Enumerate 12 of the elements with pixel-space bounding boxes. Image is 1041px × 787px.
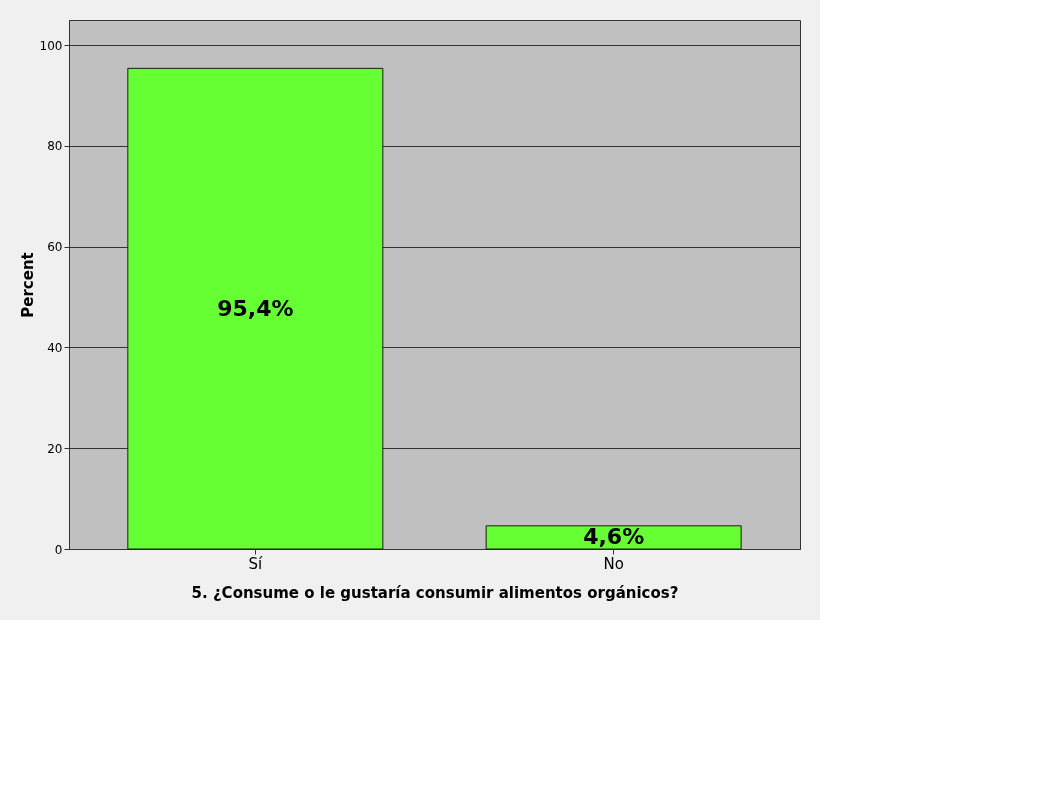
data-label: 4,6%: [583, 524, 645, 550]
y-tick-label: 20: [47, 441, 63, 456]
y-tick-label: 0: [54, 542, 63, 557]
data-label: 95,4%: [217, 295, 294, 321]
y-tick-label: 80: [47, 139, 63, 154]
y-tick-label: 60: [47, 240, 63, 255]
x-tick-label: No: [603, 554, 624, 573]
y-axis-title: Percent: [18, 252, 37, 318]
x-tick-label: Sí: [248, 554, 263, 573]
y-tick-label: 100: [39, 38, 63, 53]
y-tick-label: 40: [47, 340, 63, 355]
x-axis-title: 5. ¿Consume o le gustaría consumir alimentos orgánicos?: [191, 583, 679, 602]
